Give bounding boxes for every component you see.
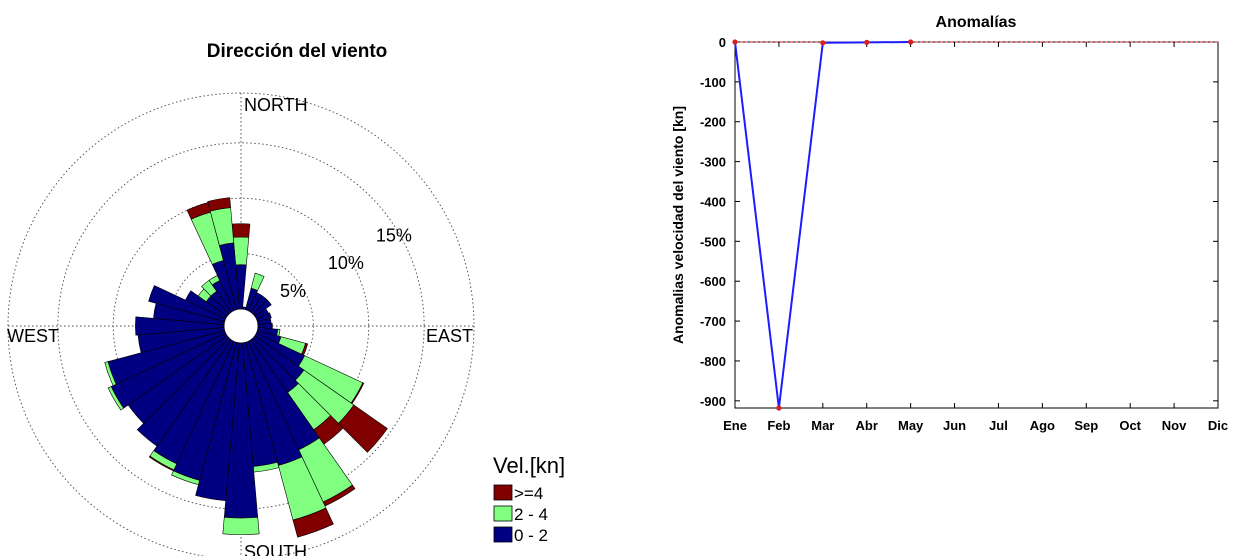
ring-label-5: 5% (280, 281, 306, 301)
anomaly-point (864, 39, 870, 45)
y-tick-label: -900 (700, 394, 726, 409)
calm-center (223, 308, 259, 344)
legend-label-2: 0 - 2 (514, 526, 548, 545)
legend-swatch-2 (493, 526, 513, 543)
x-tick-label: Jun (943, 418, 966, 433)
anomalies-line-chart: Anomalías Ene Feb Mar Abr May Jun Jul Ago Sep Oct… (670, 14, 1228, 433)
rose-wedge-130-2 (337, 404, 388, 453)
rose-wedge-160-2 (292, 507, 334, 538)
y-tick-label: -100 (700, 75, 726, 90)
rose-wedge-20-1 (250, 272, 265, 291)
rose-wedge-250-1 (104, 361, 117, 387)
x-tick-label: Sep (1074, 418, 1098, 433)
anomaly-point (732, 39, 738, 45)
y-tick-label: -300 (700, 155, 726, 170)
direction-label-east: EAST (426, 326, 473, 346)
x-tick-label: Abr (856, 418, 878, 433)
y-tick-label: 0 (719, 35, 726, 50)
legend-swatch-1 (493, 505, 513, 522)
wind-rose-labels: NORTH EAST SOUTH WEST 5% 10% 15% (7, 95, 473, 556)
y-tick-label: -400 (700, 194, 726, 209)
legend-label-1: 2 - 4 (514, 505, 548, 524)
x-tick-label: Dic (1208, 418, 1228, 433)
direction-label-north: NORTH (244, 95, 308, 115)
x-tick-label: May (898, 418, 924, 433)
y-tick-label: -600 (700, 274, 726, 289)
y-tick-label: -500 (700, 234, 726, 249)
ring-label-15: 15% (376, 225, 412, 245)
anomaly-point (908, 39, 914, 45)
x-tick-label: Oct (1119, 418, 1141, 433)
wind-rose-chart: Dirección del viento NORTH EAST SOUTH WEST 5… (7, 41, 565, 556)
y-tick-label: -700 (700, 314, 726, 329)
anomaly-point (820, 40, 826, 46)
rose-wedge-240-1 (107, 386, 125, 411)
rose-wedge-200-1 (171, 470, 200, 486)
y-tick-label: -800 (700, 354, 726, 369)
axis-ticks: Ene Feb Mar Abr May Jun Jul Ago Sep Oct Nov Dic 0 -10… (700, 35, 1228, 433)
anomaly-series (732, 39, 1218, 411)
wind-rose-sectors (104, 197, 388, 538)
y-tick-label: -200 (700, 115, 726, 130)
x-tick-label: Feb (767, 418, 790, 433)
y-axis-label: Anomalias velocidad del viento [kn] (670, 106, 686, 344)
direction-label-south: SOUTH (244, 542, 307, 556)
legend-title: Vel.[kn] (493, 453, 565, 478)
anomaly-point (776, 405, 782, 411)
outer-ring (7, 92, 475, 556)
rose-wedge-180-1 (222, 516, 260, 535)
rose-wedge-210-2 (148, 455, 175, 472)
wind-rose-legend: Vel.[kn] >=4 2 - 4 0 - 2 (493, 453, 565, 545)
rose-wedge-350-2 (207, 197, 231, 212)
ring-label-10: 10% (328, 253, 364, 273)
direction-label-west: WEST (7, 326, 59, 346)
legend-swatch-0 (493, 484, 513, 501)
wind-rose-title: Dirección del viento (207, 41, 388, 62)
x-tick-label: Nov (1162, 418, 1187, 433)
plot-frame (734, 41, 1219, 409)
line-chart-title: Anomalías (936, 14, 1017, 31)
legend-label-0: >=4 (514, 484, 543, 503)
x-tick-label: Ene (723, 418, 747, 433)
x-tick-label: Ago (1030, 418, 1055, 433)
x-tick-label: Jul (989, 418, 1008, 433)
x-tick-label: Mar (811, 418, 834, 433)
rose-wedge-0-2 (231, 223, 251, 238)
